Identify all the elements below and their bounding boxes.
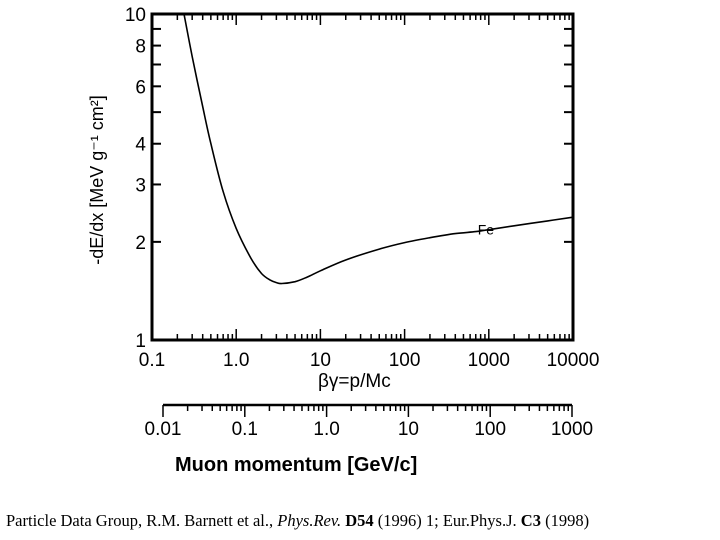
momentum-axis: 0.01 0.1 1.0 10 100 1000 bbox=[145, 403, 593, 440]
y-tick-label: 10 bbox=[125, 5, 146, 26]
caption-volume-1: D54 bbox=[345, 511, 374, 530]
y-tick-label: 2 bbox=[135, 233, 146, 254]
momentum-tick-label: 0.1 bbox=[232, 419, 258, 440]
caption-prefix: Particle Data Group, R.M. Barnett et al.… bbox=[6, 511, 278, 530]
y-tick-label: 1 bbox=[135, 331, 146, 352]
x-tick-label: 10000 bbox=[547, 350, 600, 371]
momentum-axis-title: Muon momentum [GeV/c] bbox=[175, 454, 417, 476]
y-axis-title: -dE/dx [MeV g⁻¹ cm²] bbox=[87, 95, 107, 265]
x-axis-title-betagamma: βγ=p/Mc bbox=[318, 371, 391, 392]
caption-volume-2: C3 bbox=[520, 511, 541, 530]
momentum-tick-label: 1000 bbox=[551, 419, 593, 440]
caption-journal: Phys.Rev. bbox=[277, 511, 342, 530]
x-tick-label: 1000 bbox=[468, 350, 510, 371]
curve-annotation: Fe bbox=[478, 222, 495, 238]
x-tick-label: 1.0 bbox=[223, 350, 249, 371]
y-tick-label: 4 bbox=[135, 135, 146, 156]
momentum-tick-label: 0.01 bbox=[145, 419, 182, 440]
x-tick-label: 0.1 bbox=[139, 350, 165, 371]
y-tick-label: 3 bbox=[135, 175, 146, 196]
x-axis-ticks: 0.1 1.0 10 100 1000 10000 bbox=[139, 14, 600, 371]
fe-energy-loss-curve bbox=[183, 13, 574, 285]
plot-frame bbox=[150, 12, 575, 342]
curve-layer: Fe bbox=[183, 13, 574, 285]
citation-caption: Particle Data Group, R.M. Barnett et al.… bbox=[6, 511, 718, 531]
y-tick-label: 6 bbox=[135, 77, 146, 98]
x-tick-label: 100 bbox=[389, 350, 421, 371]
y-tick-label: 8 bbox=[135, 37, 146, 58]
momentum-tick-label: 100 bbox=[474, 419, 506, 440]
y-axis-ticks: 1 2 3 4 6 8 10 bbox=[125, 5, 573, 352]
momentum-tick-label: 10 bbox=[398, 419, 419, 440]
momentum-tick-label: 1.0 bbox=[313, 419, 339, 440]
x-tick-label: 10 bbox=[310, 350, 331, 371]
caption-suffix: (1998) bbox=[540, 511, 590, 530]
caption-middle: (1996) 1; Eur.Phys.J. bbox=[373, 511, 521, 530]
